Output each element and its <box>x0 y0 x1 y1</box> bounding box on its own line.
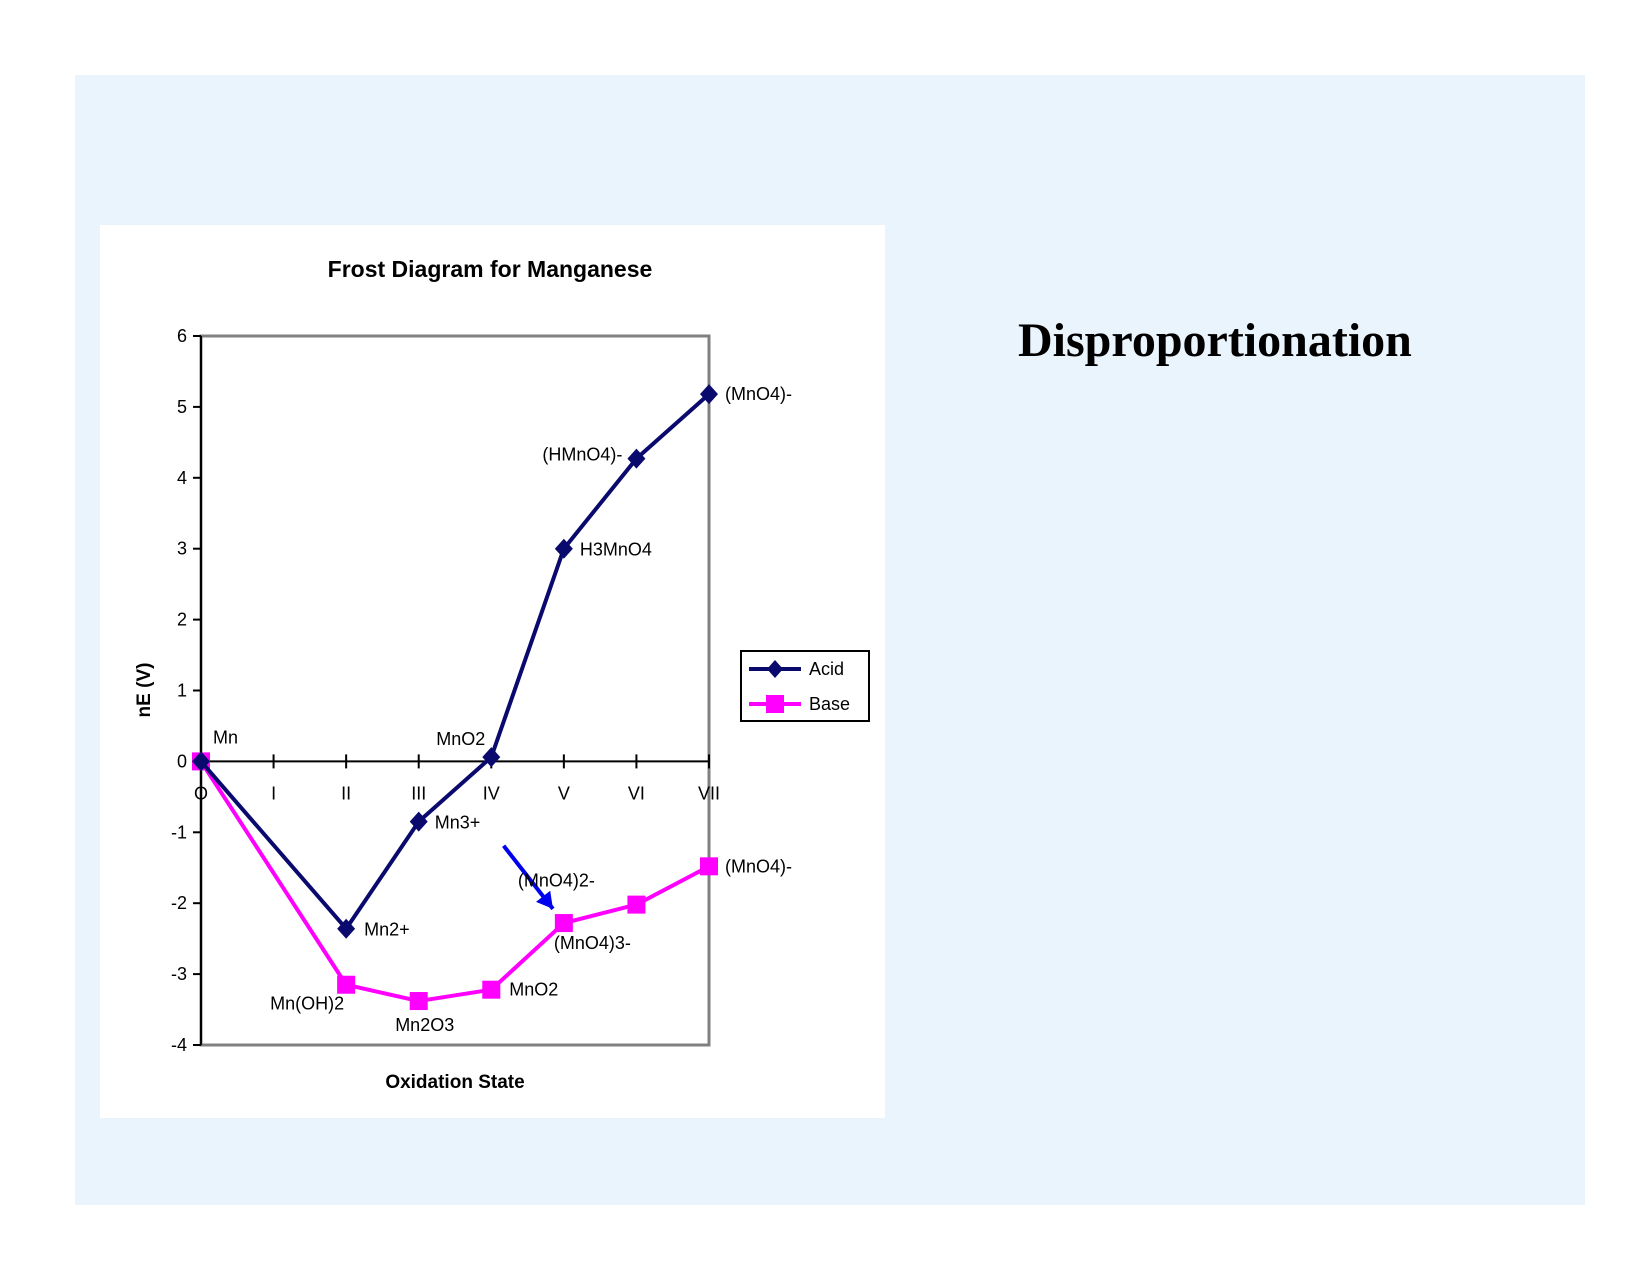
base-point-label: (MnO4)- <box>725 856 792 876</box>
x-tick-label: I <box>271 783 276 803</box>
base-marker <box>700 857 718 876</box>
y-tick-label: -4 <box>171 1035 187 1055</box>
y-tick-label: -1 <box>171 822 187 842</box>
acid-marker <box>337 918 356 939</box>
legend-base-label: Base <box>809 694 850 714</box>
base-marker <box>482 980 501 999</box>
acid-marker <box>192 751 210 772</box>
legend: Acid Base <box>740 650 870 722</box>
y-tick-label: 3 <box>177 539 187 559</box>
chart-title: Frost Diagram for Manganese <box>328 256 653 282</box>
legend-base-marker <box>766 695 784 713</box>
acid-series-line <box>199 392 711 931</box>
y-axis-label: nE (V) <box>134 663 155 718</box>
base-marker <box>337 975 356 994</box>
acid-marker <box>627 448 646 469</box>
plot-area-frame <box>199 334 711 1047</box>
y-tick-label: 1 <box>177 681 187 701</box>
acid-point-label: (HMnO4)- <box>542 445 622 465</box>
x-tick-label: VII <box>698 783 720 803</box>
x-tick-label: II <box>341 783 351 803</box>
base-marker <box>409 992 428 1011</box>
base-marker <box>554 914 573 933</box>
y-tick-label: 2 <box>177 610 187 630</box>
acid-marker <box>482 747 501 768</box>
acid-point-label: H3MnO4 <box>580 540 652 560</box>
y-tick-label: 0 <box>177 751 187 771</box>
legend-acid-label: Acid <box>809 659 844 679</box>
acid-marker <box>554 538 573 559</box>
x-tick-label: VI <box>628 783 645 803</box>
legend-acid-marker <box>767 660 783 678</box>
x-tick-label: O <box>194 783 208 803</box>
base-point-label: Mn(OH)2 <box>270 994 344 1014</box>
x-tick-label: III <box>411 783 426 803</box>
acid-point-label: Mn3+ <box>435 813 481 833</box>
y-tick-label: 4 <box>177 468 187 488</box>
y-tick-label: -2 <box>171 893 187 913</box>
series-layer <box>192 384 718 1011</box>
y-tick-label: 5 <box>177 397 187 417</box>
disproportionation-arrow-head <box>536 890 553 909</box>
x-axis-label: Oxidation State <box>385 1072 524 1093</box>
base-point-label: (MnO4)3- <box>554 933 631 953</box>
acid-point-label: Mn2+ <box>364 920 410 940</box>
x-tick-label: V <box>558 783 570 803</box>
legend-box <box>740 650 870 722</box>
x-tick-label: IV <box>483 783 500 803</box>
acid-marker <box>409 811 428 832</box>
base-point-label: (MnO4)2- <box>518 871 595 891</box>
acid-point-label: Mn <box>213 727 238 747</box>
acid-point-label: MnO2 <box>436 729 485 749</box>
slide-title: Disproportionation <box>1018 314 1412 367</box>
base-point-label: MnO2 <box>509 980 558 1000</box>
acid-point-label: (MnO4)- <box>725 384 792 404</box>
acid-marker <box>700 384 718 405</box>
base-point-label: Mn2O3 <box>395 1015 454 1035</box>
point-labels: Mn(OH)2 Mn2O3 MnO2 (MnO4)3- (MnO4)2- (MnO4)- M… <box>213 384 792 1035</box>
y-tick-label: -3 <box>171 964 187 984</box>
y-tick-label: 6 <box>177 326 187 346</box>
base-marker <box>627 895 646 914</box>
